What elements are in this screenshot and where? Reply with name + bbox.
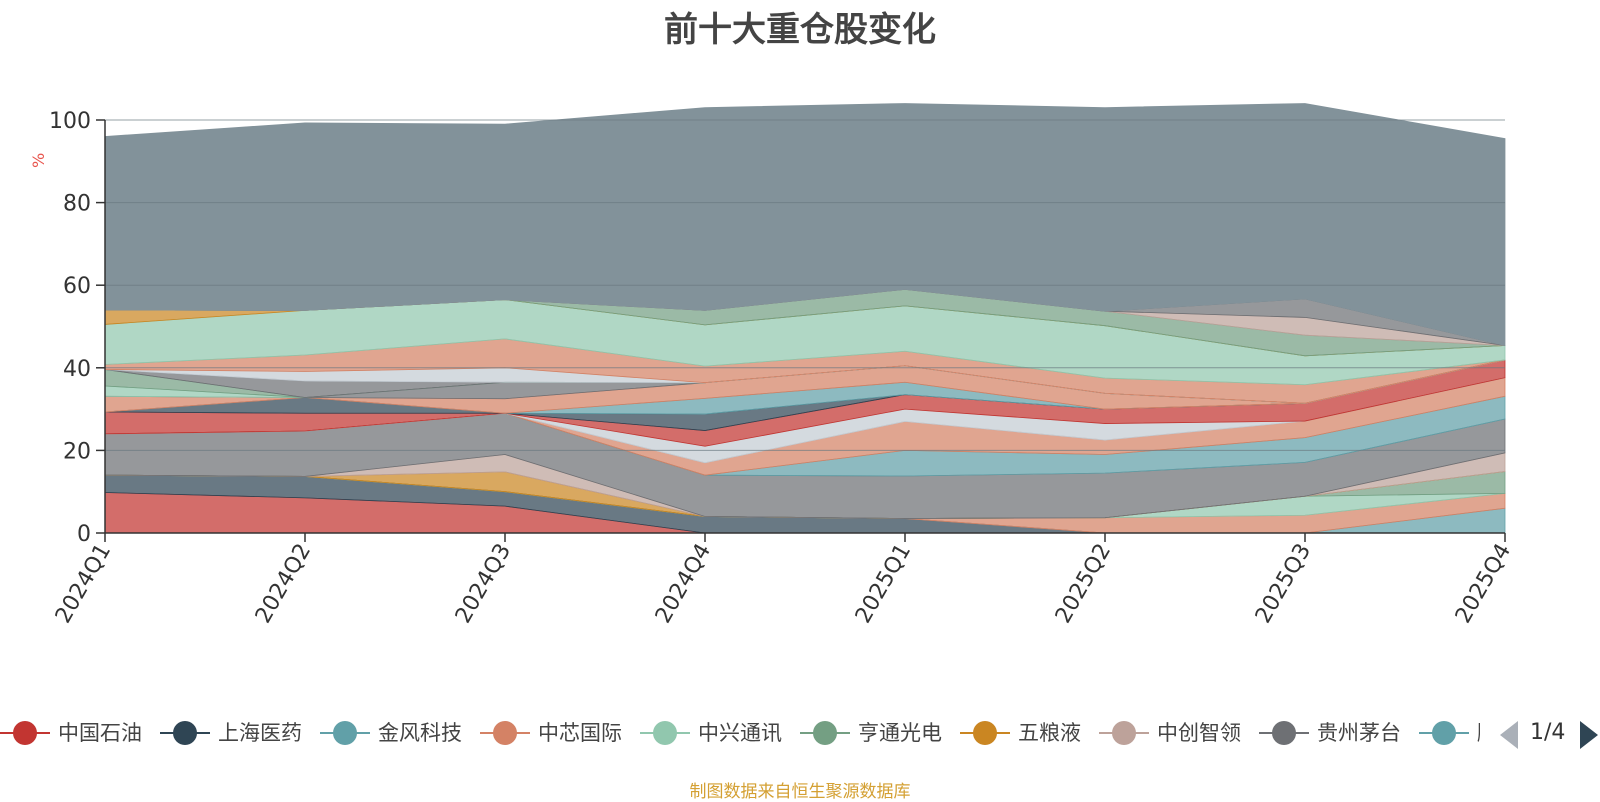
legend-marker-icon: [640, 715, 690, 751]
y-tick-label: 80: [63, 192, 91, 217]
legend-marker-icon: [960, 715, 1010, 751]
legend-label: 中兴通讯: [698, 721, 782, 745]
legend-item[interactable]: 中创智领: [1099, 715, 1241, 751]
legend-label: 上海医药: [218, 721, 302, 745]
legend-label: 中国石油: [58, 721, 142, 745]
legend-marker-icon: [1259, 715, 1309, 751]
legend-label: 中创智领: [1157, 721, 1241, 745]
y-tick-label: 40: [63, 357, 91, 382]
y-tick-label: 100: [49, 109, 91, 134]
legend-label: 金风科技: [378, 721, 462, 745]
x-tick-label: 2025Q2: [1051, 540, 1116, 628]
legend-item[interactable]: 贵州茅台: [1259, 715, 1401, 751]
x-tick-label: 2024Q4: [651, 540, 716, 628]
legend-label: 贵州茅台: [1317, 721, 1401, 745]
legend-item[interactable]: 中兴通讯: [640, 715, 782, 751]
legend-item[interactable]: 上海医药: [160, 715, 302, 751]
x-tick-label: 2024Q2: [251, 540, 316, 628]
legend-marker-icon: [0, 715, 50, 751]
y-tick-label: 20: [63, 439, 91, 464]
legend-label: 亨通光电: [858, 721, 942, 745]
legend-marker-icon: [320, 715, 370, 751]
legend-marker-icon: [1099, 715, 1149, 751]
x-tick-label: 2024Q3: [451, 540, 516, 628]
area-layer: [104, 103, 1506, 534]
y-unit-label: %: [29, 153, 48, 168]
legend-item[interactable]: 腾讯控股: [1419, 715, 1480, 751]
legend-label: 五粮液: [1018, 721, 1081, 745]
grid-layer: [105, 119, 1505, 451]
legend-item[interactable]: 中国石油: [0, 715, 142, 751]
legend-item[interactable]: 亨通光电: [800, 715, 942, 751]
x-tick-label: 2025Q4: [1451, 540, 1516, 628]
legend-label: 中芯国际: [538, 721, 622, 745]
legend-item[interactable]: 金风科技: [320, 715, 462, 751]
x-tick-label: 2025Q3: [1251, 540, 1316, 628]
legend-marker-icon: [1419, 715, 1469, 751]
legend-marker-icon: [800, 715, 850, 751]
legend-marker-icon: [160, 715, 210, 751]
legend: 中国石油上海医药金风科技中芯国际中兴通讯亨通光电五粮液中创智领贵州茅台腾讯控股美…: [0, 715, 1480, 751]
legend-label: 腾讯控股: [1477, 715, 1480, 751]
pager-next-icon[interactable]: [1580, 721, 1598, 749]
y-tick-label: 60: [63, 274, 91, 299]
y-tick-label: 0: [77, 522, 91, 547]
pager-prev-icon[interactable]: [1500, 721, 1518, 749]
chart-title: 前十大重仓股变化: [664, 10, 936, 50]
pager-text: 1/4: [1530, 720, 1566, 745]
legend-item[interactable]: 中芯国际: [480, 715, 622, 751]
legend-item[interactable]: 五粮液: [960, 715, 1081, 751]
x-tick-label: 2025Q1: [851, 540, 916, 628]
source-note: 制图数据来自恒生聚源数据库: [689, 782, 911, 802]
legend-marker-icon: [480, 715, 530, 751]
x-tick-label: 2024Q1: [51, 540, 116, 628]
